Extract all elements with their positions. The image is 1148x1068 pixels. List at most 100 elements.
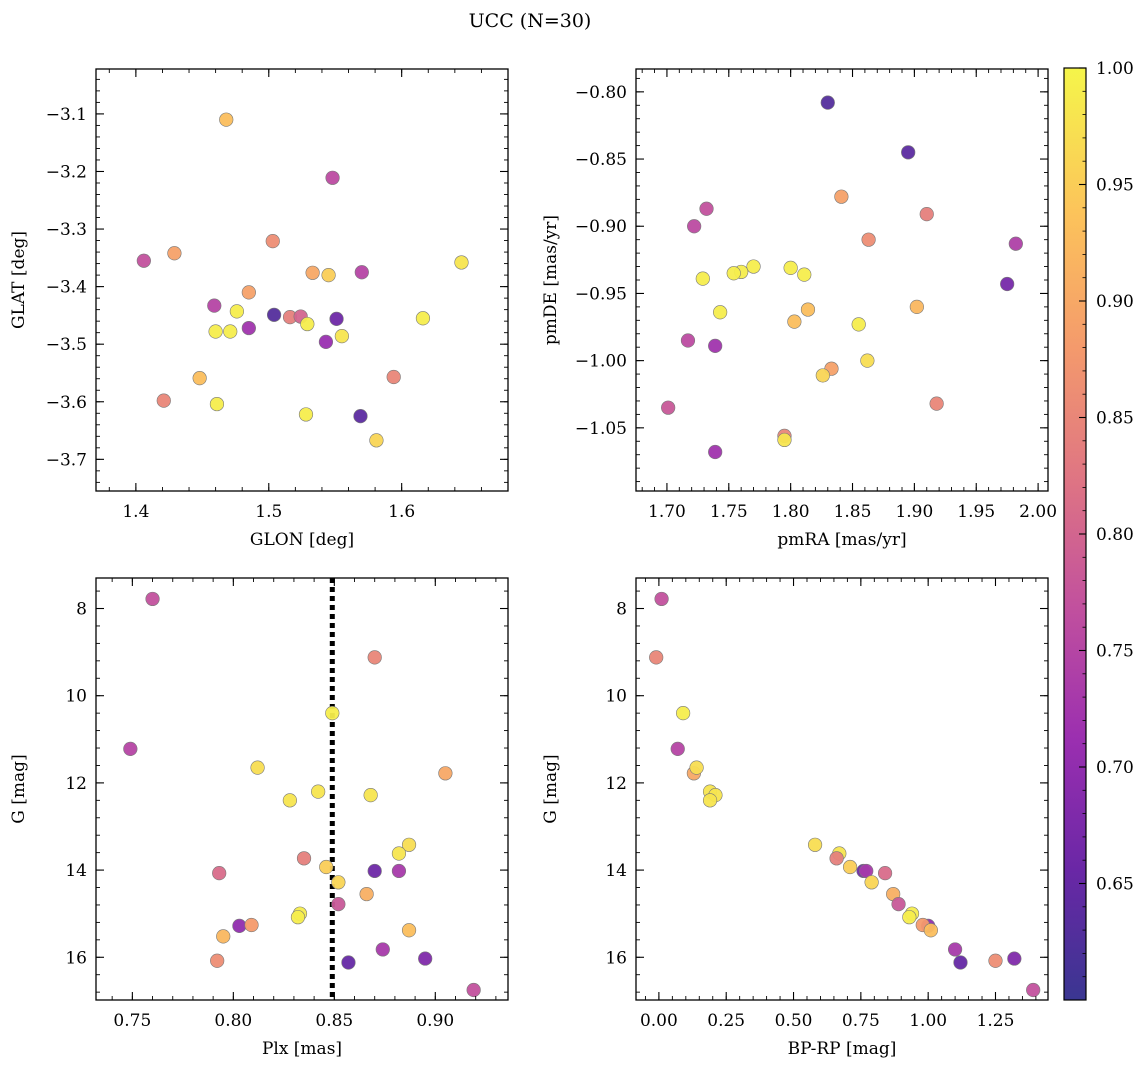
scatter-point [401, 837, 417, 852]
scatter-point [726, 266, 741, 281]
scatter-point [1026, 982, 1041, 998]
y-tick-label: 8 [616, 600, 627, 620]
scatter-point [207, 298, 222, 313]
x-tick-label: 0.75 [842, 1011, 880, 1031]
scatter-point [136, 253, 151, 268]
x-axis-label: pmRA [mas/yr] [777, 530, 906, 550]
scatter-point [797, 267, 812, 282]
x-tick-label: 2.00 [1019, 502, 1057, 522]
scatter-point [807, 837, 823, 852]
scatter-point [367, 650, 382, 665]
scatter-point [145, 591, 160, 607]
scatter-point [296, 851, 312, 866]
y-tick-label: 12 [605, 774, 627, 794]
scatter-point [321, 268, 336, 283]
y-tick-label: −3.1 [46, 105, 87, 125]
scatter-point [298, 407, 314, 422]
panel-glon-glat: 1.4 1.5 1.6 −3.1 −3.2 −3.3 −3.4 −3.5 −3.6 −3.7 GLO… [9, 68, 509, 550]
scatter-point [787, 314, 802, 329]
scatter-point [661, 400, 676, 415]
scatter-point [341, 955, 356, 970]
scatter-point [334, 329, 349, 344]
y-tick-label: 8 [76, 600, 87, 620]
scatter-point [386, 369, 401, 385]
scatter-point [354, 265, 369, 280]
scatter-point [325, 706, 340, 721]
scatter-point [265, 234, 280, 249]
y-tick-label: −3.3 [46, 220, 87, 240]
x-tick-label: 1.25 [977, 1011, 1015, 1031]
scatter-point [438, 766, 453, 781]
scatter-point [820, 95, 835, 110]
y-axis-label: pmDE [mas/yr] [541, 215, 561, 345]
scatter-point [466, 982, 481, 998]
x-tick-label: 1.6 [388, 502, 415, 522]
scatter-point [192, 371, 207, 386]
scatter-point [834, 189, 849, 204]
x-tick-label: 0.50 [775, 1011, 813, 1031]
colorbar-tick-label: 0.90 [1096, 292, 1134, 312]
y-axis-label: G [mag] [9, 754, 29, 823]
scatter-point [250, 760, 265, 775]
scatter-point [418, 951, 433, 966]
y-tick-label: 10 [65, 687, 87, 707]
y-tick-label: −0.80 [575, 83, 627, 103]
scatter-point [923, 923, 938, 938]
x-tick-label: 0.90 [416, 1011, 454, 1031]
x-tick-label: 1.00 [909, 1011, 947, 1031]
y-tick-label: 14 [605, 861, 627, 881]
y-tick-label: 14 [65, 861, 87, 881]
scatter-point [713, 305, 728, 320]
scatter-point [676, 706, 691, 721]
scatter-point [244, 917, 259, 933]
colorbar-tick-label: 0.75 [1096, 642, 1134, 662]
x-axis-label: GLON [deg] [250, 530, 354, 550]
x-tick-label: 1.75 [710, 502, 748, 522]
axes-frame [95, 68, 509, 492]
y-tick-label: 12 [65, 774, 87, 794]
scatter-point [232, 918, 247, 933]
scatter-point [210, 953, 225, 968]
y-tick-label: −1.00 [575, 352, 627, 372]
scatter-point [369, 433, 384, 448]
x-tick-label: 1.4 [122, 502, 149, 522]
scatter-point [800, 302, 816, 317]
scatter-point [654, 591, 669, 607]
x-tick-label: 1.5 [255, 502, 282, 522]
scatter-point [851, 317, 866, 332]
y-tick-label: −0.90 [575, 217, 627, 237]
scatter-point [988, 953, 1003, 968]
scatter-point [208, 324, 223, 339]
colorbar-tick-label: 0.70 [1096, 758, 1134, 778]
scatter-point [842, 859, 858, 875]
scatter-point [953, 955, 968, 970]
scatter-point [359, 886, 374, 902]
scatter-point [783, 260, 798, 276]
scatter-point [708, 444, 723, 460]
scatter-point [902, 910, 917, 925]
colorbar-tick-label: 0.85 [1096, 409, 1134, 429]
scatter-point [331, 875, 346, 890]
scatter-point [864, 875, 879, 890]
scatter-point [290, 910, 306, 925]
colorbar-tick-label: 1.00 [1096, 59, 1134, 79]
scatter-point [325, 170, 340, 185]
colorbar-tick-label: 0.65 [1096, 875, 1134, 895]
scatter-point [860, 353, 875, 368]
y-tick-label: −3.4 [46, 278, 87, 298]
scatter-point [699, 201, 714, 216]
scatter-point [680, 333, 696, 348]
scatter-point [689, 760, 704, 775]
scatter-point [241, 320, 256, 336]
scatter-point [167, 246, 182, 261]
scatter-point [223, 324, 238, 339]
scatter-point [1007, 951, 1022, 966]
scatter-point [363, 788, 378, 803]
scatter-point [367, 863, 382, 879]
axes-frame [635, 577, 1049, 1001]
x-tick-label: 1.90 [895, 502, 933, 522]
y-tick-label: −3.5 [46, 335, 87, 355]
scatter-point [861, 232, 876, 247]
scatter-point [282, 793, 297, 808]
